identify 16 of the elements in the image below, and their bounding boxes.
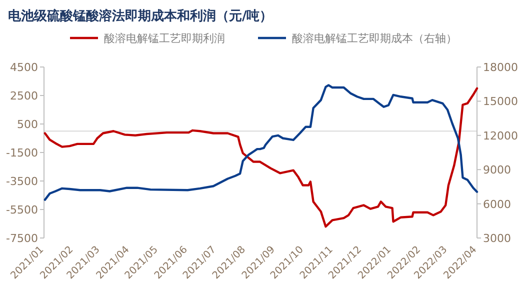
y-tick-label: 4500: [10, 61, 38, 74]
y2-tick-label: 12000: [483, 129, 518, 142]
y-tick-label: 500: [17, 118, 38, 131]
legend-label: 酸溶电解锰工艺即期利润: [104, 32, 225, 45]
y-tick-label: -1500: [6, 146, 38, 160]
chart-title: 电池级硫酸锰酸溶法即期成本和利润（元/吨）: [8, 8, 273, 24]
y2-tick-label: 15000: [483, 95, 518, 108]
y-tick-label: -5500: [6, 204, 38, 216]
y2-tick-label: 6000: [483, 198, 511, 211]
legend-label: 酸溶电解锰工艺即期成本（右轴）: [292, 32, 457, 45]
y-tick-label: -3500: [6, 175, 38, 188]
y2-tick-label: 9000: [483, 164, 511, 177]
y2-tick-label: 3000: [483, 232, 511, 245]
y-tick-label: -7500: [6, 232, 38, 245]
y-tick-label: 2500: [10, 90, 38, 102]
y2-tick-label: 18000: [483, 61, 518, 74]
